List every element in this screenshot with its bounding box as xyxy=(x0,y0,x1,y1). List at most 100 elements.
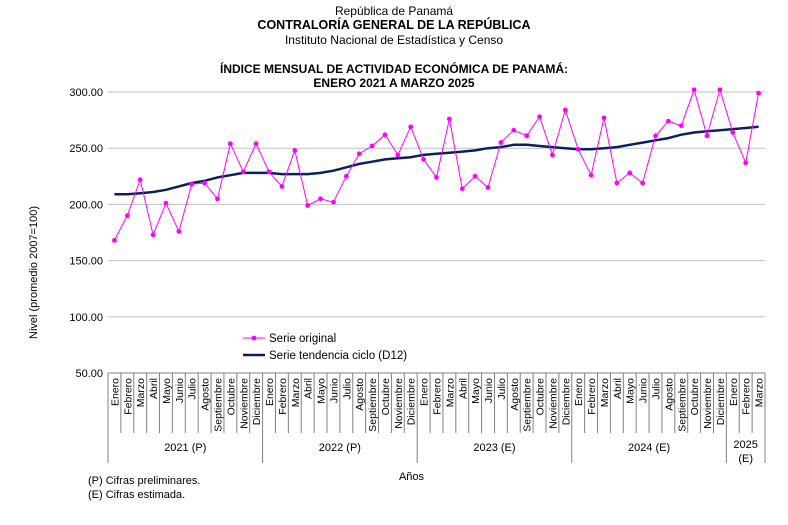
point-original xyxy=(704,133,710,139)
point-original xyxy=(150,232,156,238)
month-label: Octubre xyxy=(225,378,237,416)
point-original xyxy=(202,180,208,186)
header-country: República de Panamá xyxy=(334,4,454,18)
month-label: Junio xyxy=(483,378,495,403)
chart-title: ÍNDICE MENSUAL DE ACTIVIDAD ECONÓMICA DE… xyxy=(219,62,568,76)
point-original xyxy=(305,203,311,208)
month-label: Agosto xyxy=(354,378,366,411)
month-label: Marzo xyxy=(754,378,766,407)
month-label: Mayo xyxy=(625,378,637,404)
point-original xyxy=(459,186,465,192)
month-label: Mayo xyxy=(316,378,328,404)
month-label: Junio xyxy=(174,378,186,403)
point-original xyxy=(588,172,594,178)
point-original xyxy=(446,116,452,122)
point-original xyxy=(691,87,697,93)
point-original xyxy=(421,157,427,162)
month-label: Noviembre xyxy=(393,378,405,429)
month-label: Julio xyxy=(187,378,199,400)
point-original xyxy=(343,173,349,179)
point-original xyxy=(266,169,272,175)
point-original xyxy=(215,196,220,202)
point-original xyxy=(537,114,542,120)
month-label: Abril xyxy=(148,378,160,399)
month-label: Agosto xyxy=(663,378,675,411)
point-original xyxy=(112,237,117,243)
month-label: Abril xyxy=(612,378,624,399)
point-original xyxy=(356,151,362,157)
point-original xyxy=(331,199,336,205)
y-tick-label: 200.00 xyxy=(69,199,103,211)
month-label: Febrero xyxy=(741,378,753,415)
month-label: Octubre xyxy=(535,378,547,416)
year-label: (E) xyxy=(738,453,753,465)
point-original xyxy=(124,213,130,219)
y-tick-label: 300.00 xyxy=(69,87,103,99)
point-original xyxy=(550,152,555,158)
series-line-original xyxy=(113,88,760,241)
month-label: Julio xyxy=(341,378,353,400)
year-label: 2025 xyxy=(733,439,757,451)
month-label: Diciembre xyxy=(251,378,263,425)
month-label: Marzo xyxy=(599,378,611,407)
month-label: Julio xyxy=(651,378,663,400)
month-label: Mayo xyxy=(470,378,482,404)
point-original xyxy=(575,146,581,152)
point-original xyxy=(227,141,233,147)
point-original xyxy=(498,140,504,145)
note-preliminary: (P) Cifras preliminares. xyxy=(88,475,201,487)
point-original xyxy=(472,173,478,179)
point-original xyxy=(653,133,658,139)
point-original xyxy=(434,175,439,180)
month-label: Febrero xyxy=(277,378,289,415)
month-label: Abril xyxy=(303,378,315,399)
series-line-trend xyxy=(114,125,759,196)
point-original xyxy=(485,185,491,190)
month-label: Agosto xyxy=(509,378,521,411)
point-original xyxy=(369,143,375,149)
point-original xyxy=(730,130,736,135)
month-label: Julio xyxy=(496,378,508,400)
chart-subtitle: ENERO 2021 A MARZO 2025 xyxy=(313,76,475,90)
month-label: Marzo xyxy=(444,378,456,407)
header-institution: CONTRALORÍA GENERAL DE LA REPÚBLICA xyxy=(257,18,531,32)
month-label: Octubre xyxy=(689,378,701,416)
point-original xyxy=(408,124,414,130)
y-tick-label: 50.00 xyxy=(75,368,103,380)
month-label: Enero xyxy=(728,378,740,406)
point-original xyxy=(524,133,530,139)
point-original xyxy=(318,196,323,202)
x-axis-label: Años xyxy=(399,471,425,483)
year-label: 2022 (P) xyxy=(319,442,361,454)
month-label: Noviembre xyxy=(702,378,714,429)
month-label: Enero xyxy=(419,378,431,406)
legend-marker-original xyxy=(251,335,257,341)
point-original xyxy=(176,228,182,234)
point-original xyxy=(279,184,285,189)
month-label: Marzo xyxy=(290,378,302,407)
point-original xyxy=(562,107,568,113)
point-original xyxy=(640,180,646,186)
point-original xyxy=(395,152,401,158)
month-label: Septiembre xyxy=(213,378,225,432)
point-original xyxy=(382,132,388,138)
point-original xyxy=(678,123,684,129)
point-original xyxy=(717,87,723,93)
header-institute: Instituto Nacional de Estadística y Cens… xyxy=(284,33,504,47)
year-label: 2021 (P) xyxy=(164,442,206,454)
point-original xyxy=(743,160,749,166)
month-label: Diciembre xyxy=(715,378,727,425)
month-label: Noviembre xyxy=(238,378,250,429)
point-original xyxy=(627,170,633,176)
month-label: Diciembre xyxy=(560,378,572,425)
month-label: Abril xyxy=(457,378,469,399)
point-original xyxy=(756,90,761,96)
month-label: Septiembre xyxy=(367,378,379,432)
month-label: Mayo xyxy=(161,378,173,404)
month-label: Enero xyxy=(573,378,585,406)
point-original xyxy=(253,141,259,147)
y-axis-label: Nivel (promedio 2007=100) xyxy=(28,206,40,339)
point-original xyxy=(292,148,298,153)
month-label: Marzo xyxy=(135,378,147,407)
